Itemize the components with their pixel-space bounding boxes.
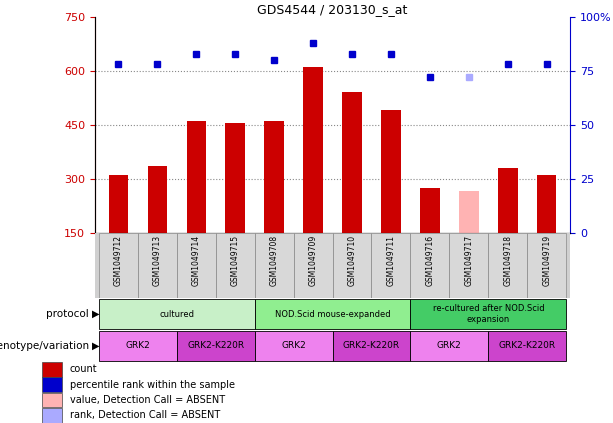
Text: GRK2-K220R: GRK2-K220R xyxy=(187,341,245,350)
Text: GSM1049713: GSM1049713 xyxy=(153,235,162,286)
Text: cultured: cultured xyxy=(159,310,194,319)
Bar xyxy=(459,191,479,233)
Bar xyxy=(537,175,557,233)
Text: GSM1049711: GSM1049711 xyxy=(386,235,395,286)
Bar xyxy=(333,331,411,361)
Title: GDS4544 / 203130_s_at: GDS4544 / 203130_s_at xyxy=(257,3,408,16)
Text: GSM1049708: GSM1049708 xyxy=(270,235,279,286)
Text: GRK2: GRK2 xyxy=(281,341,306,350)
Text: NOD.Scid mouse-expanded: NOD.Scid mouse-expanded xyxy=(275,310,390,319)
Bar xyxy=(99,331,177,361)
Bar xyxy=(420,188,440,233)
Bar xyxy=(371,233,411,298)
Text: GRK2: GRK2 xyxy=(126,341,150,350)
Text: rank, Detection Call = ABSENT: rank, Detection Call = ABSENT xyxy=(70,410,220,420)
Text: genotype/variation: genotype/variation xyxy=(0,341,92,351)
Bar xyxy=(186,121,206,233)
Text: value, Detection Call = ABSENT: value, Detection Call = ABSENT xyxy=(70,395,225,405)
Bar xyxy=(381,110,401,233)
Bar xyxy=(254,299,411,329)
Bar xyxy=(177,233,216,298)
Bar xyxy=(254,233,294,298)
Bar xyxy=(42,408,62,423)
Bar xyxy=(109,175,128,233)
Text: GSM1049712: GSM1049712 xyxy=(114,235,123,286)
Text: GSM1049719: GSM1049719 xyxy=(543,235,551,286)
Bar xyxy=(99,299,254,329)
Text: GSM1049715: GSM1049715 xyxy=(230,235,240,286)
Text: GSM1049716: GSM1049716 xyxy=(425,235,435,286)
Text: GSM1049710: GSM1049710 xyxy=(348,235,357,286)
Text: GRK2-K220R: GRK2-K220R xyxy=(343,341,400,350)
Bar xyxy=(216,233,254,298)
Bar xyxy=(303,67,323,233)
Text: GSM1049718: GSM1049718 xyxy=(503,235,512,286)
Bar xyxy=(148,166,167,233)
Bar xyxy=(42,362,62,377)
Bar xyxy=(42,377,62,392)
Bar xyxy=(333,233,371,298)
Text: GSM1049717: GSM1049717 xyxy=(464,235,473,286)
Text: GRK2-K220R: GRK2-K220R xyxy=(499,341,556,350)
Text: count: count xyxy=(70,364,97,374)
Bar xyxy=(411,299,566,329)
Bar xyxy=(99,233,138,298)
Bar xyxy=(264,121,284,233)
Bar xyxy=(226,123,245,233)
Bar xyxy=(411,331,489,361)
Text: GSM1049714: GSM1049714 xyxy=(192,235,201,286)
Bar xyxy=(177,331,254,361)
Bar xyxy=(342,93,362,233)
Bar xyxy=(489,233,527,298)
Bar xyxy=(138,233,177,298)
Text: GRK2: GRK2 xyxy=(437,341,462,350)
Bar xyxy=(449,233,489,298)
Text: ▶: ▶ xyxy=(92,309,99,319)
Bar xyxy=(254,331,332,361)
Text: percentile rank within the sample: percentile rank within the sample xyxy=(70,380,235,390)
Bar xyxy=(489,331,566,361)
Bar xyxy=(411,233,449,298)
Text: protocol: protocol xyxy=(46,309,92,319)
Bar xyxy=(42,393,62,407)
Bar xyxy=(294,233,333,298)
Text: ▶: ▶ xyxy=(92,341,99,351)
Text: GSM1049709: GSM1049709 xyxy=(308,235,318,286)
Bar xyxy=(527,233,566,298)
Text: re-cultured after NOD.Scid
expansion: re-cultured after NOD.Scid expansion xyxy=(433,305,544,324)
Bar xyxy=(498,168,517,233)
